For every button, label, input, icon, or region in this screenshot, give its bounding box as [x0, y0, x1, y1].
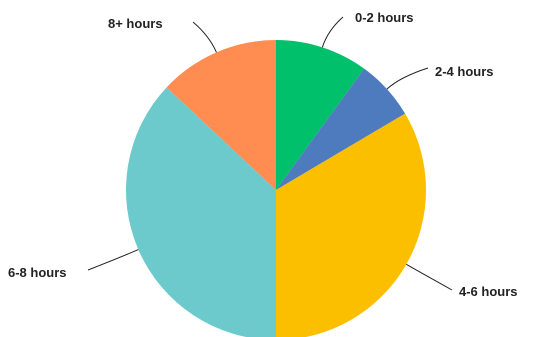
slice-label-2-4-hours: 2-4 hours	[435, 64, 494, 79]
leader-line-8-hours	[192, 21, 217, 53]
slice-labels: 0-2 hours 2-4 hours 4-6 hours 6-8 hours 8+ h…	[8, 10, 518, 299]
slice-label-8-hours: 8+ hours	[108, 16, 163, 31]
pie-slice-8-hours	[166, 40, 276, 190]
leader-line-4-6-hours	[406, 263, 453, 291]
pie-slice-2-4-hours	[276, 68, 406, 190]
pie-slice-0-2-hours	[276, 40, 365, 190]
leader-line-0-2-hours	[321, 16, 344, 48]
pie-slice-4-6-hours	[276, 113, 426, 337]
pie-slices	[126, 40, 426, 337]
pie-slice-6-8-hours	[126, 87, 276, 337]
slice-label-0-2-hours: 0-2 hours	[355, 10, 414, 25]
leader-line-6-8-hours	[87, 249, 139, 271]
leader-line-2-4-hours	[386, 67, 429, 90]
slice-label-6-8-hours: 6-8 hours	[8, 265, 67, 280]
leader-lines	[87, 16, 453, 291]
slice-label-4-6-hours: 4-6 hours	[459, 284, 518, 299]
